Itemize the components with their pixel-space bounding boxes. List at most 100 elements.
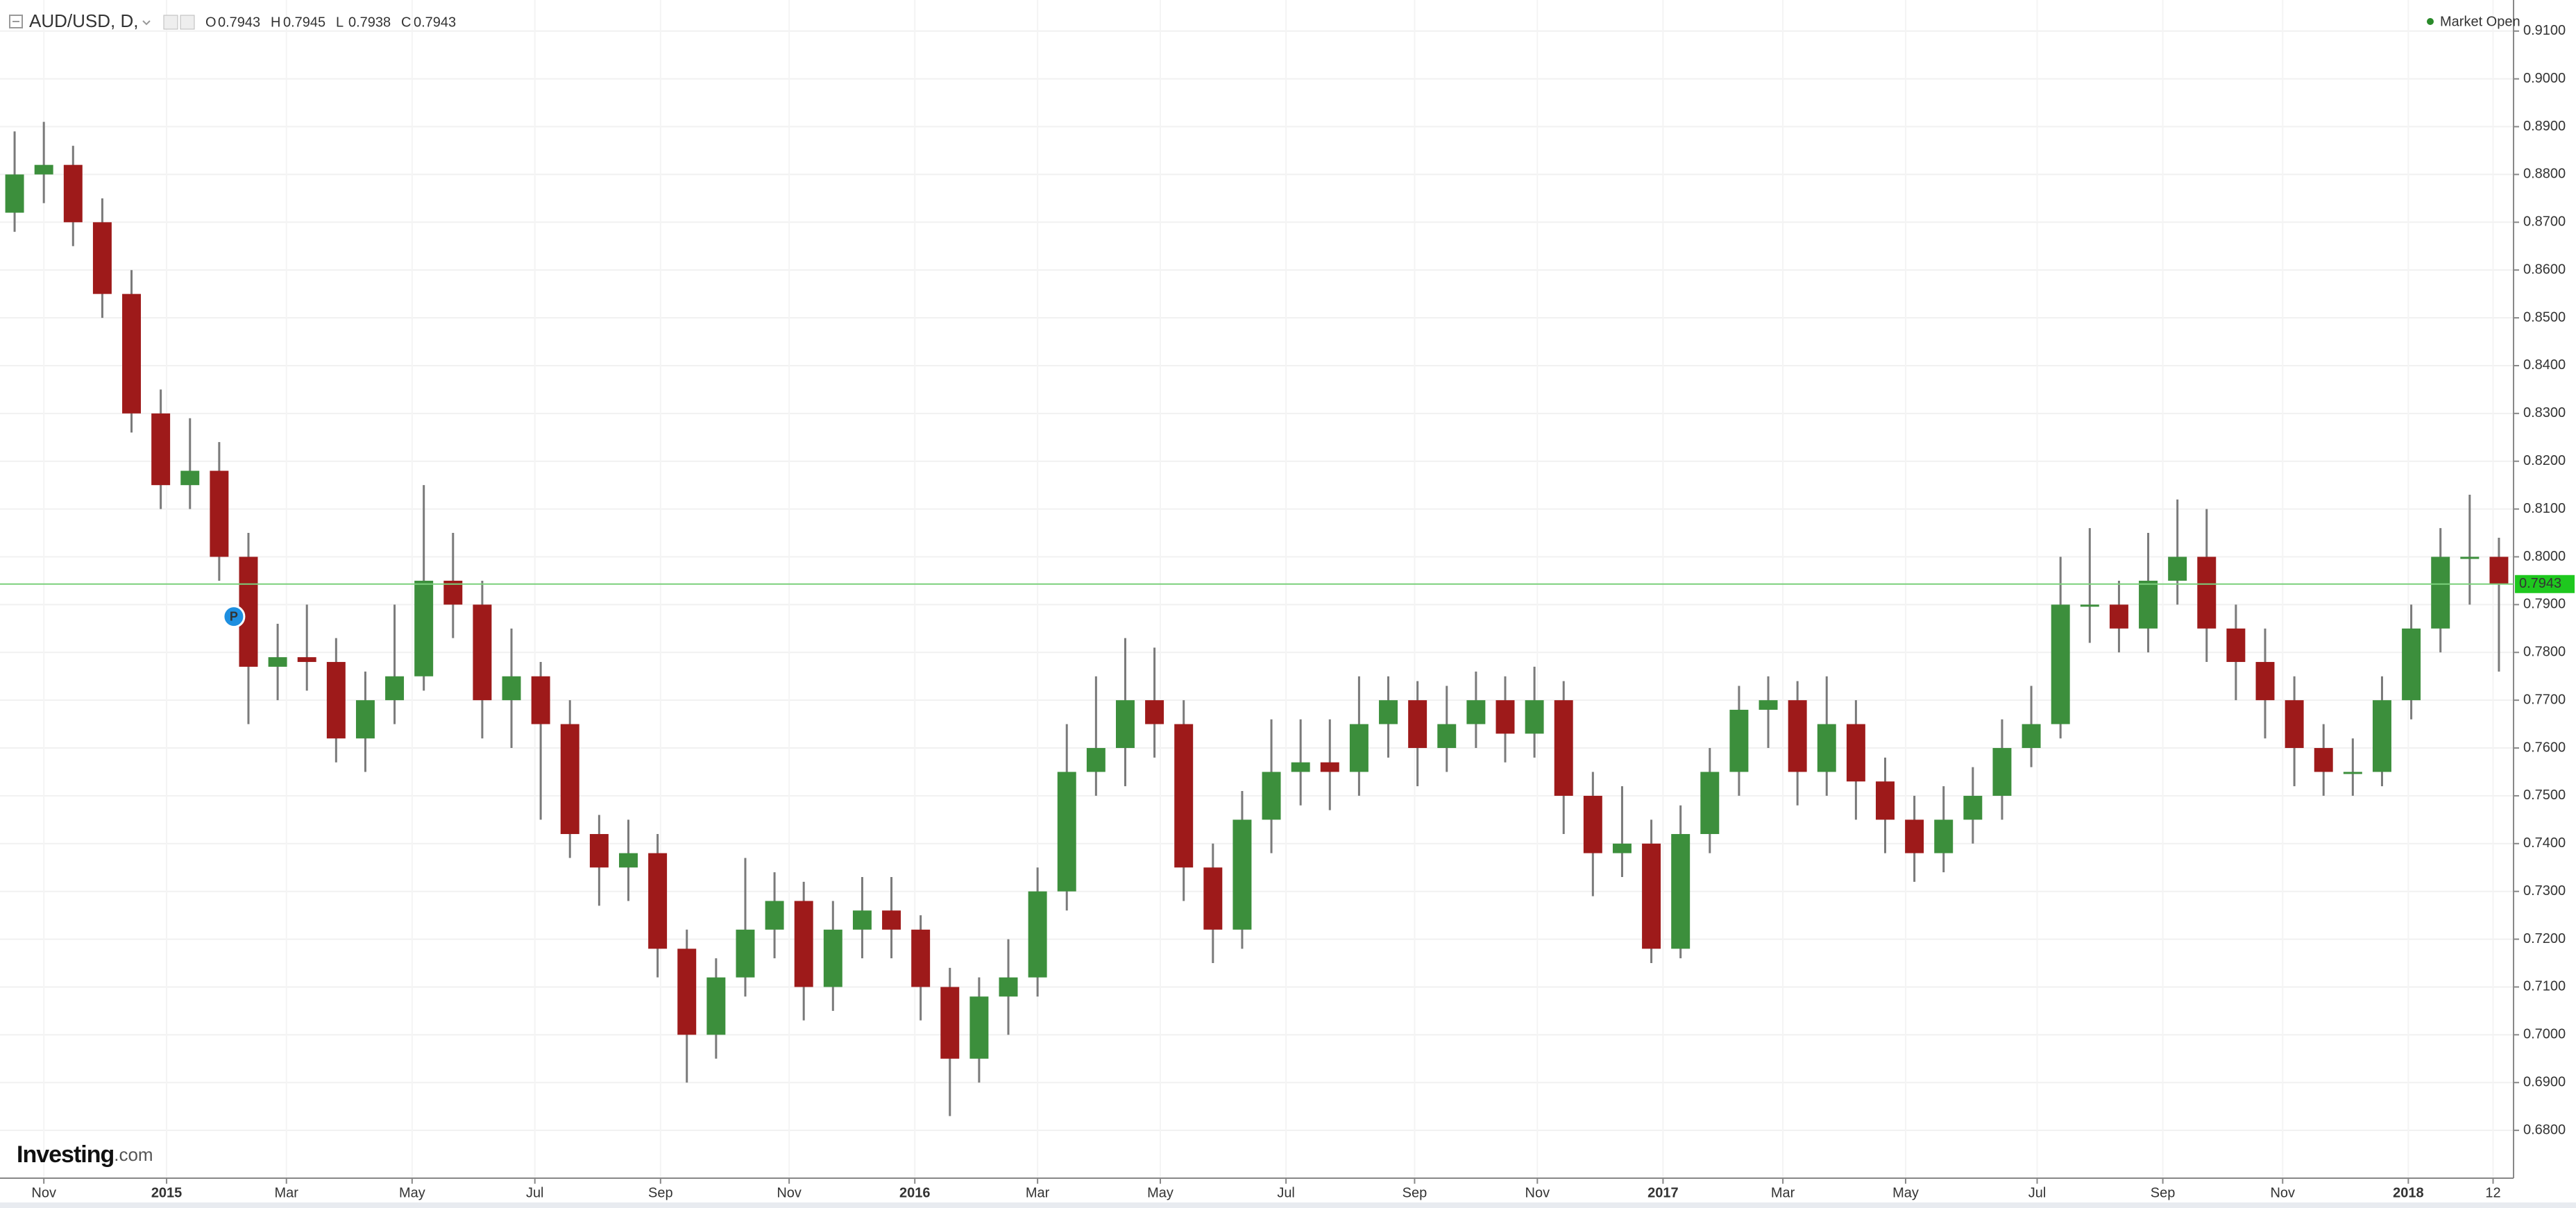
candle-body: [1905, 819, 1924, 853]
candle-body: [1817, 724, 1836, 772]
candle-body: [2372, 700, 2391, 772]
settings-icon[interactable]: [180, 15, 195, 30]
candle-body: [1466, 700, 1486, 724]
candle-body: [92, 222, 112, 294]
y-tick-label: 0.7900: [2523, 597, 2566, 612]
y-tick-label: 0.6800: [2523, 1122, 2566, 1137]
y-tick-label: 0.8100: [2523, 501, 2566, 516]
y-tick-label: 0.9000: [2523, 71, 2566, 86]
y-tick-label: 0.7300: [2523, 883, 2566, 899]
candle-body: [2489, 556, 2509, 584]
candle-body: [1057, 772, 1076, 892]
candle-body: [969, 996, 989, 1059]
candle-body: [2285, 700, 2304, 749]
y-tick-label: 0.8000: [2523, 549, 2566, 564]
collapse-icon[interactable]: [9, 15, 23, 28]
candle-body: [414, 580, 434, 677]
x-tick-label: Mar: [1771, 1185, 1795, 1200]
candle-body: [619, 853, 638, 868]
grid: [0, 0, 2514, 1178]
y-tick-label: 0.8700: [2523, 214, 2566, 230]
candle-body: [1437, 724, 1457, 749]
candle-body: [1495, 700, 1515, 734]
candle-body: [2460, 556, 2480, 559]
candle-body: [706, 977, 726, 1035]
y-tick-label: 0.7100: [2523, 979, 2566, 994]
x-tick-label: Sep: [648, 1185, 673, 1200]
candle-body: [2139, 580, 2158, 629]
candle-body: [2197, 556, 2217, 629]
y-tick-label: 0.8200: [2523, 453, 2566, 468]
x-tick-label: Sep: [1403, 1185, 1427, 1200]
candle-body: [2431, 556, 2450, 629]
candle-body: [1379, 700, 1398, 724]
event-marker-label: P: [230, 609, 238, 623]
logo-suffix: .com: [114, 1144, 153, 1165]
candle-body: [648, 853, 668, 949]
logo: Investing.com: [17, 1141, 153, 1168]
candle-body: [1934, 819, 1954, 853]
candle-body: [1115, 700, 1135, 749]
symbol-title[interactable]: AUD/USD, D,: [29, 10, 138, 31]
candle-body: [736, 929, 755, 978]
candle-body: [2255, 662, 2275, 701]
y-tick-label: 0.8600: [2523, 262, 2566, 277]
ohlc-value: 0.7938: [348, 15, 391, 30]
candle-body: [1729, 709, 1749, 772]
status-dot: [2427, 18, 2434, 25]
candle-body: [1612, 843, 1632, 853]
candle-body: [1203, 867, 1223, 930]
candle-body: [268, 657, 287, 667]
plot-area: [5, 121, 2509, 1116]
candle-body: [1028, 891, 1047, 978]
y-tick-label: 0.7400: [2523, 835, 2566, 851]
candle-body: [999, 977, 1018, 997]
y-tick-label: 0.7700: [2523, 692, 2566, 707]
x-tick-label: Nov: [31, 1185, 56, 1200]
candle-body: [2080, 604, 2099, 607]
candle-body: [1232, 819, 1252, 930]
candle-body: [2402, 628, 2421, 701]
y-tick-label: 0.8300: [2523, 405, 2566, 420]
candle-body: [2051, 604, 2070, 724]
last-price-badge: [2515, 575, 2575, 593]
candle-body: [1174, 724, 1194, 868]
y-tick-label: 0.7800: [2523, 645, 2566, 660]
dropdown-icon[interactable]: [142, 20, 151, 26]
candle-body: [2314, 748, 2333, 772]
x-tick-label: 2016: [899, 1185, 931, 1200]
ohlc-value: 0.7943: [414, 15, 456, 30]
candle-body: [2109, 604, 2128, 629]
candle-body: [2022, 724, 2041, 749]
candle-body: [210, 470, 229, 557]
settings-icon[interactable]: [163, 15, 178, 30]
candle-body: [297, 657, 316, 663]
candle-body: [589, 834, 609, 868]
candle-body: [122, 294, 142, 414]
candle-body: [2343, 772, 2362, 774]
candle-body: [1876, 781, 1895, 820]
candle-body: [1759, 700, 1778, 710]
candle-body: [63, 164, 83, 223]
ohlc-key: L: [336, 15, 344, 30]
x-tick-label: Nov: [777, 1185, 802, 1200]
candle-body: [940, 987, 960, 1059]
candle-body: [1262, 772, 1281, 820]
candle-body: [473, 604, 492, 701]
event-marker: [222, 605, 246, 629]
candle-body: [1525, 700, 1544, 734]
x-tick-label: May: [1892, 1185, 1919, 1200]
candle-body: [1349, 724, 1368, 772]
y-tick-label: 0.7600: [2523, 740, 2566, 755]
candle-body: [823, 929, 842, 987]
candle-body: [2168, 556, 2187, 581]
ohlc-key: C: [401, 15, 411, 30]
y-tick-label: 0.8900: [2523, 119, 2566, 134]
candle-body: [677, 948, 697, 1035]
x-tick-label: May: [399, 1185, 425, 1200]
market-status: Market Open: [2440, 14, 2520, 29]
candle-body: [794, 901, 813, 987]
x-tick-label: Mar: [275, 1185, 299, 1200]
x-tick-label: Jul: [1277, 1185, 1295, 1200]
